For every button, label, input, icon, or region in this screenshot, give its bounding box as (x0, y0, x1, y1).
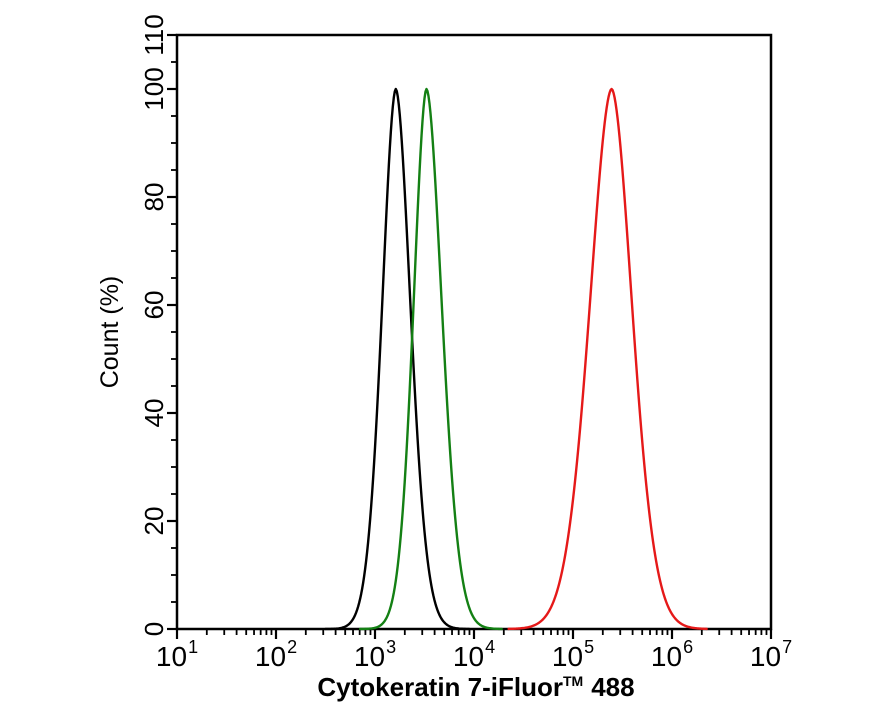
x-tick-mantissa: 10 (354, 641, 385, 672)
green-peak-curve (358, 87, 503, 631)
y-tick-label-40: 40 (139, 399, 169, 428)
trademark-superscript-icon: TM (563, 673, 583, 689)
x-axis-title-suffix: 488 (591, 672, 634, 702)
x-tick-mantissa: 10 (552, 641, 583, 672)
y-tick-label-20: 20 (139, 507, 169, 536)
x-tick-label-1e2: 102 (255, 637, 297, 672)
x-tick-exponent: 2 (287, 637, 297, 657)
series-curves (324, 87, 708, 631)
x-tick-label-1e4: 104 (453, 637, 495, 672)
x-tick-mantissa: 10 (651, 641, 682, 672)
x-tick-label-1e3: 103 (354, 637, 396, 672)
black-peak-curve (324, 87, 471, 631)
x-tick-label-1e6: 106 (651, 637, 693, 672)
x-tick-mantissa: 10 (156, 641, 187, 672)
y-tick-label-110: 110 (139, 14, 169, 55)
y-tick-label-100: 100 (139, 67, 169, 110)
y-axis: 0 20 40 60 80 100 110 (139, 14, 177, 636)
x-axis: 101 102 103 104 105 106 107 (156, 629, 792, 672)
x-tick-exponent: 6 (683, 637, 693, 657)
x-tick-exponent: 1 (188, 637, 198, 657)
x-tick-mantissa: 10 (255, 641, 286, 672)
x-axis-title: Cytokeratin 7-iFluorTM 488 (317, 672, 634, 702)
x-tick-label-1e5: 105 (552, 637, 594, 672)
x-tick-exponent: 5 (584, 637, 594, 657)
x-tick-mantissa: 10 (453, 641, 484, 672)
plot-frame (175, 33, 773, 631)
y-tick-label-0: 0 (139, 622, 169, 636)
y-tick-label-60: 60 (139, 291, 169, 320)
x-tick-exponent: 3 (386, 637, 396, 657)
x-tick-mantissa: 10 (750, 641, 781, 672)
x-axis-title-main: Cytokeratin 7-iFluor (317, 672, 563, 702)
x-tick-exponent: 7 (782, 637, 792, 657)
x-tick-label-1e7: 107 (750, 637, 792, 672)
plot-border (175, 33, 773, 631)
y-axis-title: Count (%) (96, 276, 124, 389)
x-tick-label-1e1: 101 (156, 637, 198, 672)
x-tick-exponent: 4 (485, 637, 495, 657)
y-tick-label-80: 80 (139, 183, 169, 212)
red-peak-curve (507, 87, 708, 631)
